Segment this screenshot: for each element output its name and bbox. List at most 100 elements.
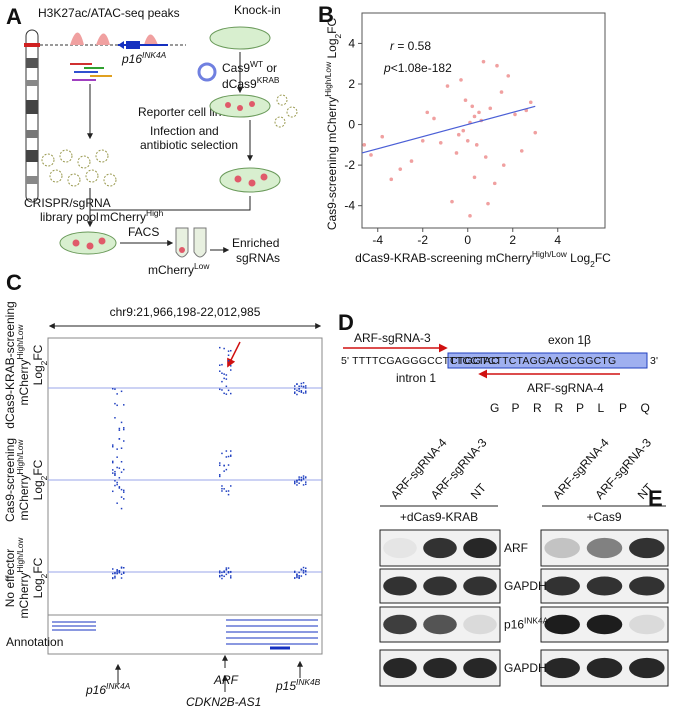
band [629, 537, 665, 559]
track-dot [120, 447, 123, 449]
track-dot [114, 484, 116, 487]
band [26, 176, 38, 184]
point [432, 116, 436, 121]
track-dot [118, 486, 121, 488]
track-dot [114, 474, 116, 477]
track-dot [123, 498, 125, 500]
track-dot [114, 470, 116, 473]
dish [59, 231, 117, 255]
track-dot [116, 569, 118, 571]
track-dot [294, 388, 296, 390]
peak [70, 32, 158, 45]
track-dot [221, 487, 223, 490]
track-dot [225, 573, 228, 576]
track-dot [302, 566, 305, 569]
tube [193, 227, 207, 258]
track-dot [294, 570, 296, 573]
track-dot [114, 388, 116, 390]
point [506, 74, 511, 78]
track-dot [123, 571, 125, 573]
band [544, 657, 580, 679]
track-dot [221, 485, 223, 487]
band [26, 100, 38, 114]
track-dot [230, 455, 232, 457]
mcherry-high: mCherryHigh [100, 208, 164, 224]
track-dot [120, 577, 123, 579]
track-dot [227, 350, 230, 352]
sgrna-label: ARF-sgRNA-4 [527, 381, 604, 395]
track-dot [225, 567, 228, 569]
text-part: High/Low [15, 324, 25, 360]
annotation: r = 0.58 [390, 39, 431, 53]
text-part: mCherry [17, 359, 31, 405]
text-part: No effector [3, 549, 17, 607]
point [438, 141, 443, 145]
exon-box [447, 352, 648, 369]
track-dot [296, 383, 298, 385]
sgrna-lines [70, 63, 112, 81]
track-dot [123, 440, 125, 442]
band [463, 576, 497, 596]
track-dot [221, 571, 223, 574]
track-dot [300, 391, 303, 393]
track-dot [116, 481, 118, 484]
track-dot [302, 382, 305, 384]
track-dot [120, 567, 123, 569]
track-dot [219, 388, 221, 391]
track-dot [219, 575, 221, 578]
track-dot [296, 576, 298, 579]
track-dot [116, 448, 118, 450]
track-label: No effector [3, 549, 17, 607]
track-dot [118, 571, 121, 574]
point [450, 199, 454, 204]
mcherry-low: mCherryLow [148, 261, 210, 277]
text-part: GAPDH [504, 661, 547, 675]
band [423, 576, 457, 596]
point [470, 104, 475, 109]
track-dot [112, 461, 114, 464]
panel-label: D [338, 310, 354, 335]
point [481, 59, 486, 64]
track-dot [230, 575, 232, 577]
track-dot [227, 455, 230, 458]
track-dot [298, 390, 300, 393]
band [586, 576, 623, 596]
track-dot [112, 490, 114, 493]
text-part: or [263, 61, 277, 75]
track-dot [300, 385, 303, 387]
track-dot [221, 574, 223, 577]
track-label: Log2FC [31, 557, 49, 598]
row-label: ARF [504, 541, 528, 555]
cells [179, 247, 185, 253]
track-dot [294, 385, 296, 387]
amino-acid: G [490, 401, 499, 415]
point [528, 100, 533, 105]
text-part: r [390, 39, 395, 53]
point [501, 163, 506, 167]
track-dot [302, 385, 305, 388]
track-dot [114, 577, 116, 579]
track-dot [230, 349, 232, 352]
track-dot [298, 385, 300, 388]
panel-c: chr9:21,966,198-22,012,985 dCas9-KRAB-sc… [3, 301, 323, 709]
track-dot [221, 577, 223, 580]
track-dot [112, 572, 114, 575]
point [468, 214, 472, 218]
track-dot [114, 472, 116, 475]
panel-label: C [6, 270, 22, 295]
track-dot [294, 392, 296, 394]
track-dot [219, 464, 221, 467]
track-dot [305, 570, 307, 573]
locus-marker [24, 43, 40, 47]
track-dot [225, 378, 228, 380]
track-dot [305, 392, 307, 394]
point [519, 149, 524, 153]
annotation-label: Annotation [6, 635, 63, 649]
text-part: Log [31, 480, 45, 500]
track-dot [123, 468, 125, 471]
track-dot [305, 390, 307, 392]
track-dot [223, 377, 225, 380]
track-dot [298, 479, 300, 481]
point [472, 175, 477, 180]
